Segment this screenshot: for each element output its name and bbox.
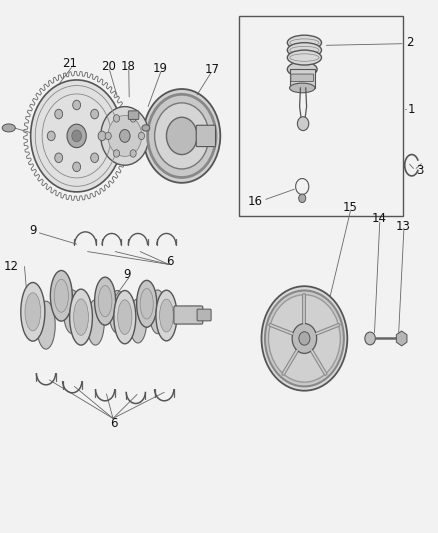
Circle shape [297,117,309,131]
Circle shape [105,132,111,140]
Text: 13: 13 [396,220,410,233]
Circle shape [67,124,86,148]
Ellipse shape [54,279,68,312]
Ellipse shape [287,35,321,50]
Circle shape [47,131,55,141]
Ellipse shape [70,289,92,345]
FancyBboxPatch shape [291,74,314,82]
Ellipse shape [287,43,321,58]
Text: 21: 21 [63,58,78,70]
Text: 17: 17 [205,63,220,76]
Text: 9: 9 [29,224,37,237]
Ellipse shape [118,300,132,335]
Ellipse shape [2,124,15,132]
Ellipse shape [50,271,72,321]
Circle shape [299,194,306,203]
Ellipse shape [25,293,41,331]
Circle shape [155,103,209,169]
Text: 12: 12 [4,260,18,273]
Ellipse shape [156,290,177,341]
Circle shape [299,332,310,345]
Ellipse shape [142,125,150,131]
Circle shape [113,150,120,157]
Ellipse shape [159,299,173,332]
Ellipse shape [129,298,147,343]
FancyBboxPatch shape [174,306,203,324]
Ellipse shape [287,50,321,65]
Circle shape [143,89,220,183]
Circle shape [265,290,344,386]
Ellipse shape [109,290,126,333]
Circle shape [130,150,136,157]
FancyBboxPatch shape [196,125,215,147]
Circle shape [72,130,81,142]
Circle shape [55,153,63,163]
Ellipse shape [98,286,112,317]
Circle shape [113,115,120,122]
Ellipse shape [287,62,317,77]
Ellipse shape [37,301,55,349]
Circle shape [261,286,347,391]
Circle shape [98,131,106,141]
Circle shape [130,115,136,122]
Text: 1: 1 [408,103,416,116]
FancyBboxPatch shape [128,111,139,119]
Bar [290,69,315,88]
Text: 14: 14 [371,212,386,225]
Circle shape [166,117,197,155]
FancyBboxPatch shape [197,309,211,321]
Ellipse shape [74,299,88,335]
Circle shape [268,295,340,382]
Circle shape [108,116,141,157]
Circle shape [365,332,375,345]
Ellipse shape [21,282,45,341]
Text: 20: 20 [101,60,116,73]
Text: 9: 9 [123,268,131,281]
Circle shape [148,94,216,177]
Text: 6: 6 [166,255,174,268]
Text: 2: 2 [406,36,413,49]
Bar [239,16,403,216]
Text: 15: 15 [343,201,358,214]
Text: 19: 19 [152,62,167,75]
Circle shape [101,107,149,165]
Text: 3: 3 [416,164,423,177]
Circle shape [73,100,81,110]
Circle shape [292,324,317,353]
Circle shape [73,162,81,172]
Ellipse shape [114,290,136,344]
Ellipse shape [290,83,315,93]
Circle shape [91,153,99,163]
Ellipse shape [95,277,116,325]
Circle shape [31,80,123,192]
Ellipse shape [64,290,81,334]
Circle shape [138,132,145,140]
Circle shape [55,109,63,119]
Text: 18: 18 [121,60,136,73]
Circle shape [120,130,130,142]
Text: 16: 16 [247,195,262,208]
Circle shape [91,109,99,119]
Ellipse shape [140,288,153,319]
Ellipse shape [149,290,166,334]
Ellipse shape [87,300,104,345]
Ellipse shape [137,280,157,327]
Text: 6: 6 [110,417,118,430]
